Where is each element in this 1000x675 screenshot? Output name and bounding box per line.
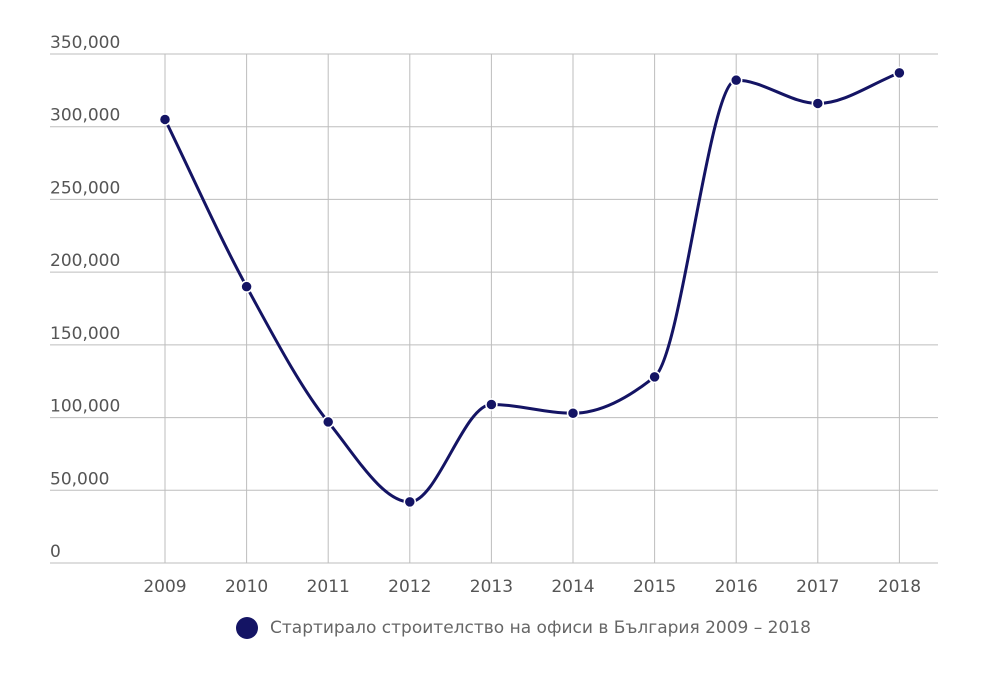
x-tick-label: 2014 xyxy=(551,577,594,597)
data-point xyxy=(240,280,253,293)
x-tick-label: 2015 xyxy=(633,577,676,597)
data-point xyxy=(811,97,825,110)
data-point xyxy=(566,406,580,420)
data-point xyxy=(403,495,417,509)
data-point xyxy=(729,73,743,87)
x-tick-label: 2018 xyxy=(878,577,921,597)
y-tick-label: 150,000 xyxy=(50,324,120,344)
x-tick-label: 2013 xyxy=(470,577,513,597)
data-point xyxy=(648,370,661,384)
x-tick-label: 2012 xyxy=(388,577,431,597)
line-chart: 0 50,000 100,000 150,000 200,000 250,000 300,0… xyxy=(50,33,938,597)
y-tick-label: 250,000 xyxy=(50,178,120,198)
data-point xyxy=(158,113,172,126)
legend-marker-icon xyxy=(236,617,258,639)
data-point xyxy=(485,398,498,411)
x-tick-label: 2010 xyxy=(225,577,268,597)
x-tick-label: 2016 xyxy=(715,577,758,597)
y-tick-label: 200,000 xyxy=(50,251,120,271)
data-point xyxy=(893,66,906,80)
y-tick-label: 0 xyxy=(50,542,61,562)
legend-label: Стартирало строителство на офиси в Бълга… xyxy=(270,618,811,638)
y-tick-label: 50,000 xyxy=(50,469,109,489)
legend[interactable]: Стартирало строителство на офиси в Бълга… xyxy=(236,617,811,639)
y-tick-label: 300,000 xyxy=(50,106,120,126)
y-tick-label: 100,000 xyxy=(50,397,120,417)
y-tick-label: 350,000 xyxy=(50,33,120,53)
x-tick-label: 2009 xyxy=(143,577,186,597)
data-point xyxy=(321,415,335,429)
x-tick-label: 2011 xyxy=(307,577,350,597)
series-line xyxy=(163,71,900,504)
x-tick-label: 2017 xyxy=(796,577,839,597)
